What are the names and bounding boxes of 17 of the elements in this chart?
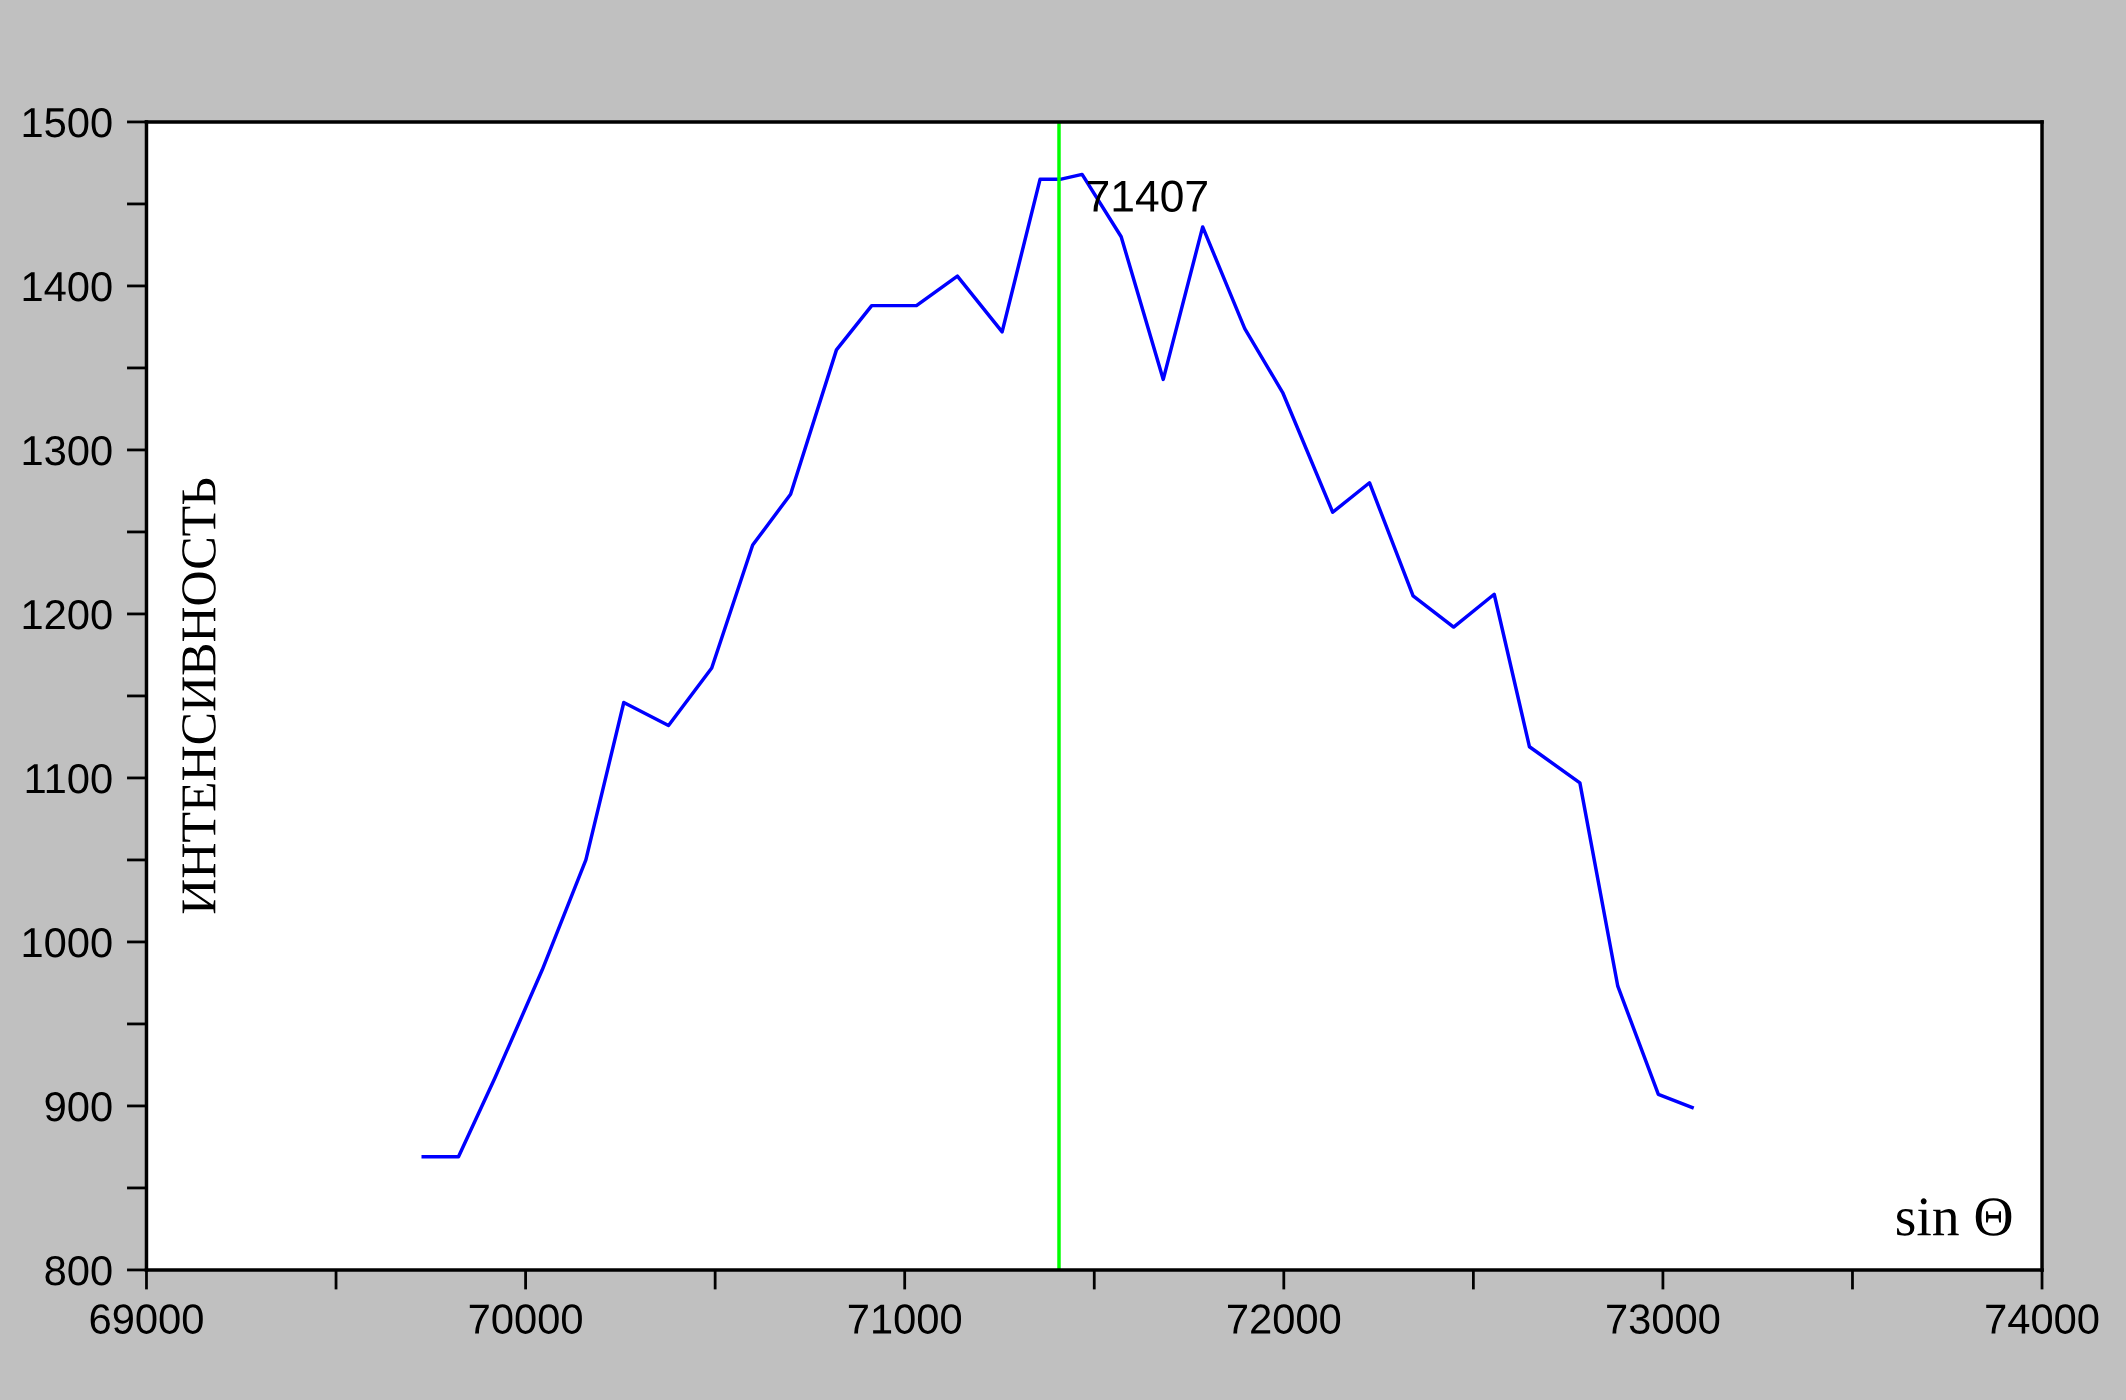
x-axis-title: sin Θ — [1897, 1198, 2012, 1236]
y-tick-label: 1400 — [23, 271, 112, 302]
x-tick-label: 74000 — [1986, 1304, 2099, 1334]
y-tick-label: 1500 — [23, 107, 112, 138]
y-tick-label: 900 — [45, 1091, 112, 1122]
x-tick-label: 69000 — [90, 1304, 203, 1334]
y-tick-label: 1000 — [23, 927, 112, 958]
y-tick-label: 1300 — [23, 435, 112, 466]
line-series — [421, 172, 1694, 1159]
y-axis-title: ИНТЕНСИВНОСТЬ — [182, 478, 216, 914]
y-tick-label: 1200 — [23, 599, 112, 630]
x-tick-label: 70000 — [469, 1304, 582, 1334]
x-tick-label: 72000 — [1228, 1304, 1341, 1334]
x-tick-label: 71000 — [848, 1304, 962, 1334]
y-tick-label: 1100 — [26, 763, 112, 794]
y-tick-label: 800 — [45, 1255, 112, 1286]
x-tick-label: 73000 — [1607, 1304, 1720, 1334]
